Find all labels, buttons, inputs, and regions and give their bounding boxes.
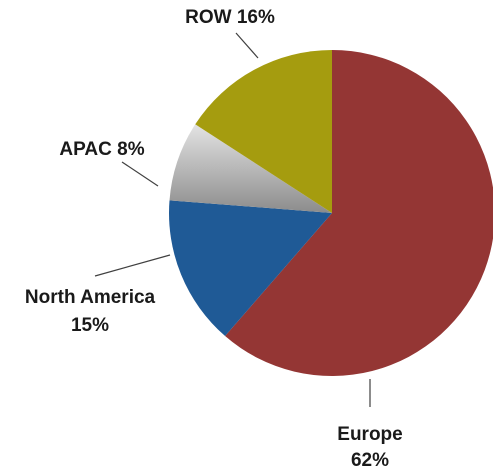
slice-north-america [169,200,332,337]
label-row: ROW 16% [185,7,275,28]
slice-row [195,50,332,213]
slice-europe [225,50,493,376]
label-europe: Europe [337,424,402,445]
label-north-america-percent: 15% [71,315,109,336]
data-labels: ROW 16% APAC 8% North America 15% Europe… [25,7,403,471]
label-apac: APAC 8% [59,139,144,160]
label-europe-percent: 62% [351,450,389,471]
pie-slices [169,50,493,376]
leader-line-apac [121,161,159,187]
leader-line-north-america [94,254,171,277]
leader-line-row [235,32,259,59]
label-north-america: North America [25,287,156,308]
leader-lines [94,32,371,407]
slice-apac [169,124,332,213]
